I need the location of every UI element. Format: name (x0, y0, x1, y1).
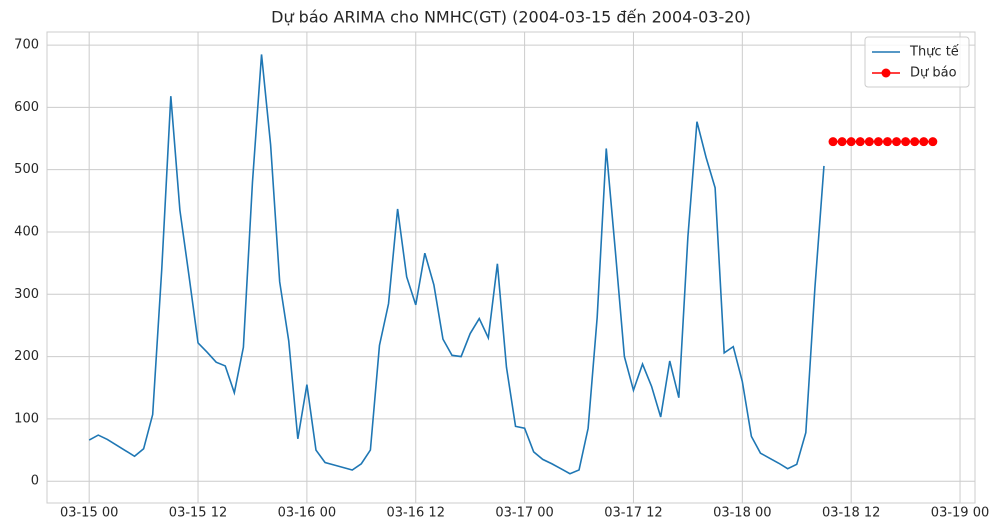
point-marker (873, 137, 883, 147)
y-tick-label: 500 (14, 162, 39, 177)
y-tick-label: 700 (14, 38, 39, 53)
legend-box (864, 36, 970, 88)
x-tick-label: 03-19 00 (931, 506, 989, 521)
legend-label: Dự báo (910, 66, 957, 81)
point-marker (910, 137, 920, 147)
x-tick-label: 03-17 12 (604, 506, 662, 521)
y-tick-label: 0 (31, 474, 39, 489)
y-tick-label: 400 (14, 224, 39, 239)
plot-area (46, 31, 976, 504)
legend-marker (881, 68, 891, 78)
point-marker (928, 137, 938, 147)
point-marker (864, 137, 874, 147)
legend-label: Thực tế (909, 45, 959, 60)
chart-title: Dự báo ARIMA cho NMHC(GT) (2004-03-15 đế… (271, 8, 751, 27)
point-marker (892, 137, 902, 147)
y-tick-label: 300 (14, 287, 39, 302)
x-tick-label: 03-16 12 (387, 506, 445, 521)
point-marker (919, 137, 929, 147)
legend: Thực tế Dự báo (864, 36, 970, 88)
x-tick-label: 03-18 00 (713, 506, 771, 521)
point-marker (846, 137, 856, 147)
x-tick-label: 03-16 00 (278, 506, 336, 521)
point-marker (855, 137, 865, 147)
point-marker (882, 137, 892, 147)
y-tick-label: 200 (14, 349, 39, 364)
point-marker (828, 137, 838, 147)
y-tick-label: 600 (14, 100, 39, 115)
point-marker (837, 137, 847, 147)
series-line (88, 54, 825, 475)
x-tick-label: 03-18 12 (822, 506, 880, 521)
y-tick-label: 100 (14, 411, 39, 426)
x-tick-label: 03-15 12 (169, 506, 227, 521)
x-tick-label: 03-15 00 (60, 506, 118, 521)
point-marker (901, 137, 911, 147)
x-tick-label: 03-17 00 (495, 506, 553, 521)
